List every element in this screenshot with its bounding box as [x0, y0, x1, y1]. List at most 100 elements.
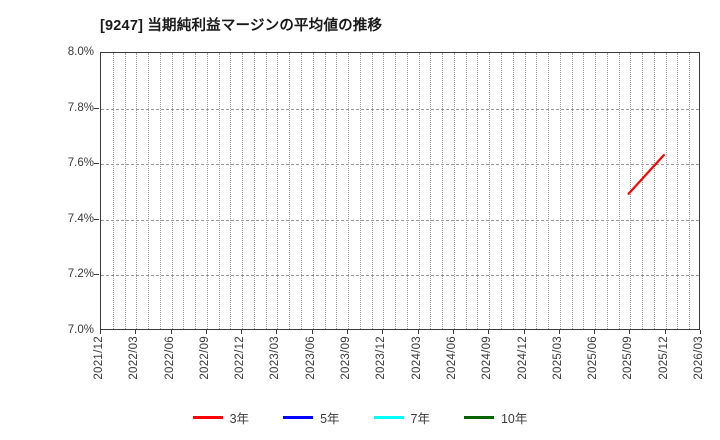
- vertical-gridline: [548, 53, 550, 329]
- x-tick-label: 2022/12: [234, 336, 247, 380]
- y-tick-mark: [94, 107, 99, 109]
- series-layer: [101, 53, 699, 329]
- vertical-gridline: [606, 53, 608, 329]
- legend-item-3年[interactable]: 3年: [192, 408, 250, 427]
- x-tick-label: 2022/09: [198, 336, 211, 380]
- x-tick-label: 2022/03: [128, 336, 141, 380]
- legend-label: 10年: [500, 412, 528, 426]
- vertical-gridline: [171, 53, 173, 329]
- x-tick-mark: [170, 330, 172, 334]
- x-tick-label: 2025/12: [657, 336, 670, 380]
- vertical-gridline: [218, 53, 220, 329]
- x-tick-label: 2024/03: [410, 336, 423, 380]
- vertical-gridline: [112, 53, 114, 329]
- vertical-gridline: [301, 53, 302, 329]
- y-tick-mark: [94, 163, 99, 165]
- x-tick-label: 2023/06: [304, 336, 317, 380]
- legend-item-5年[interactable]: 5年: [283, 408, 340, 427]
- vertical-gridline: [536, 53, 538, 329]
- x-tick-label: 2024/12: [516, 336, 529, 380]
- x-tick-mark: [417, 330, 419, 334]
- x-tick-label: 2023/03: [269, 336, 282, 380]
- vertical-gridline: [159, 53, 161, 329]
- x-tick-label: 2025/06: [587, 336, 600, 380]
- x-tick-mark: [629, 330, 631, 334]
- vertical-gridline: [453, 53, 455, 329]
- vertical-gridline: [195, 53, 197, 329]
- vertical-gridline: [595, 53, 597, 329]
- vertical-gridline: [642, 53, 644, 329]
- x-tick-mark: [664, 330, 666, 334]
- x-tick-label: 2022/06: [163, 336, 176, 380]
- vertical-gridline: [348, 53, 350, 329]
- vertical-gridline: [371, 53, 373, 329]
- x-tick-mark: [558, 330, 560, 334]
- y-tick-label: 7.0%: [67, 324, 94, 336]
- horizontal-gridline: [101, 275, 699, 277]
- vertical-gridline: [559, 53, 561, 329]
- x-tick-mark: [205, 330, 207, 334]
- vertical-gridline: [501, 53, 502, 329]
- horizontal-gridline: [101, 219, 699, 221]
- vertical-gridline: [477, 53, 479, 329]
- x-tick-mark: [100, 330, 101, 334]
- vertical-gridline: [406, 53, 408, 329]
- vertical-gridline: [430, 53, 432, 329]
- vertical-gridline: [653, 53, 655, 329]
- vertical-gridline: [312, 53, 314, 329]
- y-tick-mark: [94, 274, 99, 276]
- legend-item-10年[interactable]: 10年: [463, 408, 528, 427]
- vertical-gridline: [583, 53, 585, 329]
- legend-label: 3年: [229, 412, 250, 426]
- vertical-gridline: [395, 53, 397, 329]
- vertical-gridline: [183, 53, 185, 329]
- vertical-gridline: [136, 53, 138, 329]
- vertical-gridline: [277, 53, 279, 329]
- x-tick-mark: [347, 330, 349, 334]
- legend-label: 5年: [320, 412, 340, 426]
- x-tick-mark: [523, 330, 525, 334]
- x-tick-mark: [135, 330, 137, 334]
- y-tick-mark: [94, 218, 99, 220]
- horizontal-gridline: [101, 108, 699, 110]
- x-tick-label: 2024/09: [481, 336, 494, 380]
- x-tick-mark: [594, 330, 596, 334]
- vertical-gridline: [689, 53, 691, 329]
- vertical-gridline: [206, 53, 208, 329]
- x-tick-mark: [241, 330, 243, 334]
- vertical-gridline: [465, 53, 467, 329]
- chart-title: [9247] 当期純利益マージンの平均値の推移: [100, 18, 383, 34]
- x-tick-label: 2023/09: [340, 336, 353, 380]
- vertical-gridline: [524, 53, 526, 329]
- y-tick-label: 7.6%: [67, 157, 94, 170]
- x-tick-label: 2021/12: [93, 336, 105, 380]
- vertical-gridline: [242, 53, 244, 329]
- x-tick-label: 2023/12: [375, 336, 388, 380]
- y-tick-label: 7.4%: [67, 212, 94, 225]
- legend-swatch-icon: [373, 416, 404, 419]
- x-tick-mark: [382, 330, 384, 334]
- y-tick-label: 7.8%: [67, 101, 94, 114]
- horizontal-gridline: [101, 164, 699, 166]
- x-tick-label: 2025/09: [622, 336, 635, 380]
- vertical-gridline: [571, 53, 573, 329]
- vertical-gridline: [442, 53, 444, 329]
- chart-legend: 3年 5年 7年 10年: [0, 408, 720, 427]
- vertical-gridline: [148, 53, 150, 329]
- vertical-gridline: [618, 53, 620, 329]
- x-tick-label: 2025/03: [551, 336, 564, 380]
- y-axis: 8.0% 7.8% 7.6% 7.4% 7.2% 7.0%: [0, 0, 99, 440]
- legend-item-7年[interactable]: 7年: [373, 408, 430, 427]
- vertical-gridline: [489, 53, 491, 329]
- vertical-gridline: [677, 53, 679, 329]
- vertical-gridline: [418, 53, 420, 329]
- x-tick-mark: [311, 330, 313, 334]
- x-tick-mark: [700, 330, 701, 334]
- vertical-gridline: [512, 53, 514, 329]
- legend-swatch-icon: [463, 416, 494, 419]
- vertical-gridline: [230, 53, 232, 329]
- x-tick-label: 2026/03: [693, 336, 705, 380]
- vertical-gridline: [665, 53, 667, 329]
